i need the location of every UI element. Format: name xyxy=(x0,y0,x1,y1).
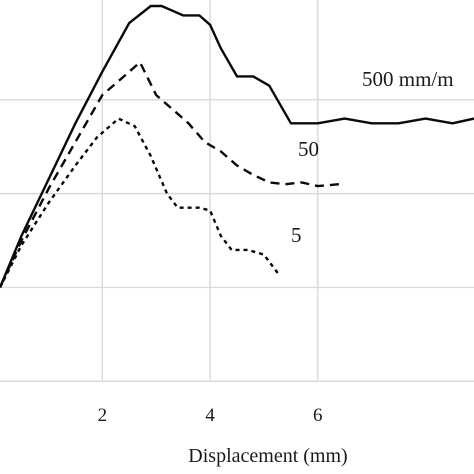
series-label-500: 500 mm/m xyxy=(362,67,454,91)
grid-layer xyxy=(0,0,474,382)
series-label-50: 50 xyxy=(298,137,319,161)
x-tick-label-6: 6 xyxy=(313,405,323,426)
tick-layer: 2 4 6 xyxy=(98,405,323,426)
x-tick-label-4: 4 xyxy=(205,405,215,426)
x-axis-title: Displacement (mm) xyxy=(188,445,347,467)
series-layer xyxy=(0,4,474,288)
series-line-500 xyxy=(0,4,474,288)
series-label-5: 5 xyxy=(291,223,302,247)
x-tick-label-2: 2 xyxy=(98,405,108,426)
series-line-50 xyxy=(0,61,340,288)
